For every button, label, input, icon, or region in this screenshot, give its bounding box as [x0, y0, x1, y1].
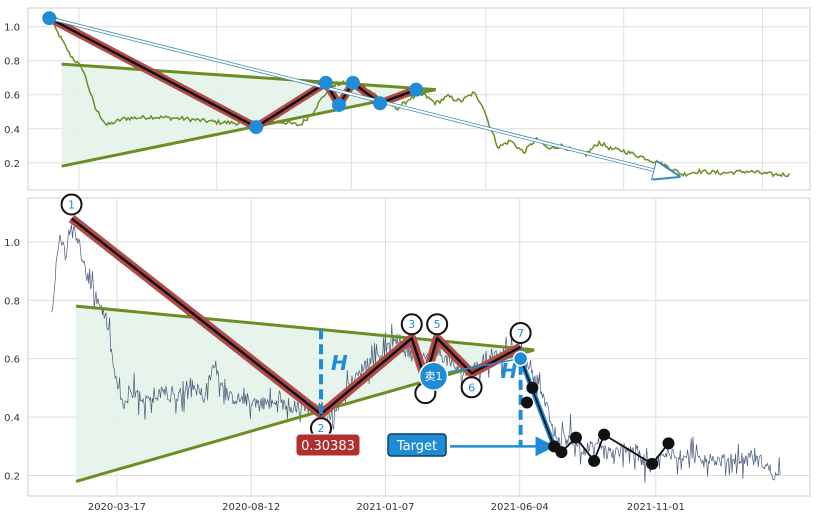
target-box [387, 433, 447, 457]
pivot-label: 6 [468, 381, 475, 394]
y-tick-label: 0.8 [4, 57, 20, 68]
pivot-label: 3 [408, 318, 415, 331]
y-tick-label: 0.4 [4, 125, 20, 136]
projection-dot [569, 431, 582, 444]
pivot-dot [42, 11, 57, 26]
sell-signal-marker [418, 361, 449, 391]
target-label: Target [396, 439, 437, 454]
triangle-fill [61, 64, 436, 167]
target-value-label: 0.30383 [301, 439, 355, 454]
annotation-layer: H H 1 2 3 5 6 7 卖1 0.30383 Target [60, 193, 675, 470]
pivot-label-circle [60, 193, 83, 216]
x-tick-label: 2021-01-07 [356, 502, 414, 513]
projection-dot [555, 446, 568, 459]
pivot-dot [249, 120, 264, 135]
pivot-dot [373, 96, 388, 111]
pivot-label-circle [460, 376, 483, 399]
x-tick-label: 2021-11-01 [627, 502, 685, 513]
pivot-label: 7 [517, 327, 524, 340]
overview-panel: 0.2 0.4 0.6 0.8 1.0 [4, 7, 811, 191]
projection-dot [520, 396, 533, 409]
signal-link [447, 358, 515, 373]
height-label: H [331, 351, 348, 375]
triangle-upper-line [61, 62, 436, 92]
projection-dot [526, 381, 539, 394]
trend-arrow [49, 17, 678, 176]
pivot-dot [345, 75, 360, 90]
target-value-box [295, 433, 361, 457]
pivot-label: 5 [434, 318, 441, 331]
y-tick-label: 0.6 [4, 355, 20, 366]
sell-signal-label: 卖1 [425, 370, 443, 383]
height-label: H [501, 359, 518, 383]
pivot-dot [331, 97, 346, 112]
y-tick-label: 0.2 [4, 472, 20, 483]
x-tick-label: 2020-03-17 [88, 502, 146, 513]
projection-dot [662, 437, 675, 450]
y-tick-label: 0.4 [4, 413, 20, 424]
pivot-dot [409, 82, 424, 97]
y-tick-label: 0.2 [4, 159, 20, 170]
pivot-label: 2 [318, 422, 325, 435]
y-tick-label: 1.0 [4, 23, 20, 34]
triangle-lower-line [75, 348, 535, 483]
pivot-label-circle [509, 322, 532, 344]
projection-dot [588, 454, 601, 467]
pivot-label-circle [400, 313, 423, 336]
pivot-label-circle [426, 313, 449, 336]
pivot-label: 1 [68, 198, 75, 211]
pivot-dot [318, 75, 333, 90]
triangle-upper-line [75, 304, 535, 352]
y-tick-label: 0.8 [4, 296, 20, 307]
y-tick-label: 1.0 [4, 238, 20, 249]
projection-dot [598, 428, 611, 441]
detail-panel: 0.2 0.4 0.6 0.8 1.0 2020-03-17 2020-08-12 2021-… [4, 197, 811, 513]
projection-dot [646, 457, 659, 470]
sell-entry-dot [512, 350, 529, 367]
x-tick-label: 2021-06-04 [491, 502, 549, 513]
x-tick-label: 2020-08-12 [222, 502, 280, 513]
y-tick-label: 0.6 [4, 91, 20, 102]
